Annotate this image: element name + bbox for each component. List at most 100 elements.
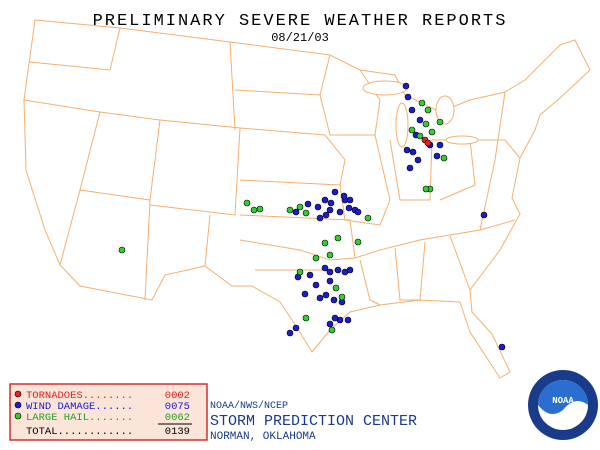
wind-report: [346, 196, 354, 204]
hail-report: [256, 205, 264, 213]
wind-report: [436, 141, 444, 149]
hail-report: [250, 206, 258, 214]
state-line: [354, 219, 516, 259]
state-line: [359, 259, 381, 306]
hail-report: [354, 238, 362, 246]
wind-report: [331, 314, 339, 322]
wind-report: [404, 93, 412, 101]
hail-report: [408, 126, 416, 134]
legend-label: TOTAL............: [26, 426, 133, 438]
hail-report: [296, 268, 304, 276]
hail-report: [321, 239, 329, 247]
hail-report: [440, 154, 448, 162]
wind-report: [402, 82, 410, 90]
wind-report: [340, 192, 348, 200]
state-line: [319, 69, 381, 136]
hail-report: [418, 99, 426, 107]
us-border: [23, 19, 591, 379]
legend-marker: [14, 412, 22, 420]
hail-report: [436, 118, 444, 126]
location: NORMAN, OKLAHOMA: [210, 431, 316, 443]
state-line: [479, 91, 506, 231]
hail-report: [296, 203, 304, 211]
hail-report: [334, 234, 342, 242]
center-name: STORM PREDICTION CENTER: [210, 413, 417, 430]
wind-report: [301, 290, 309, 298]
wind-report: [321, 196, 329, 204]
logo-sky: [538, 380, 588, 414]
lake-michigan: [395, 102, 409, 148]
state-line: [239, 127, 346, 186]
wind-report: [292, 324, 300, 332]
legend-label: TORNADOES........: [26, 390, 133, 402]
wind-report: [286, 329, 294, 337]
state-line: [29, 27, 121, 71]
hail-report: [286, 206, 294, 214]
hail-report: [302, 314, 310, 322]
wind-report: [330, 296, 338, 304]
state-line: [79, 111, 161, 201]
state-line: [204, 214, 211, 267]
wind-report: [408, 106, 416, 114]
wind-report: [414, 156, 422, 164]
state-line: [389, 139, 433, 201]
hail-report: [422, 120, 430, 128]
wind-report: [345, 204, 353, 212]
wind-report: [334, 266, 342, 274]
legend-box: [9, 383, 208, 441]
legend-count: 0139: [165, 426, 190, 438]
tornado-reports: [421, 136, 432, 147]
hail-report: [416, 132, 424, 140]
title: PRELIMINARY SEVERE WEATHER REPORTS: [93, 12, 508, 31]
wind-report: [403, 146, 411, 154]
logo-text: NOAA: [552, 396, 574, 406]
wind-report: [327, 199, 335, 207]
state-line: [394, 241, 426, 301]
wind-report: [326, 268, 334, 276]
wind-report: [306, 271, 314, 279]
wind-report: [406, 164, 414, 172]
legend-label: LARGE HAIL.......: [26, 412, 133, 424]
hail-report: [338, 293, 346, 301]
hail-report: [243, 199, 251, 207]
wind-report: [331, 188, 339, 196]
wind-report: [322, 211, 330, 219]
us-map: [23, 19, 591, 379]
wind-report: [498, 343, 506, 351]
hail-report: [422, 185, 430, 193]
hail-reports: [118, 99, 448, 334]
state-line: [144, 199, 151, 301]
legend-count: 0062: [165, 412, 190, 424]
wind-report: [326, 206, 334, 214]
wind-report: [433, 152, 441, 160]
wind-report: [354, 208, 362, 216]
lake-huron: [435, 95, 455, 125]
state-line: [449, 235, 471, 291]
state-line: [229, 41, 236, 131]
wind-report: [292, 208, 300, 216]
state-line: [339, 134, 391, 226]
date: 08/21/03: [271, 31, 329, 45]
wind-reports: [286, 82, 506, 351]
state-line: [234, 54, 331, 96]
tornado-report: [424, 139, 432, 147]
hail-report: [312, 254, 320, 262]
lake-superior: [362, 80, 408, 96]
wind-report: [304, 200, 312, 208]
noaa-logo: NOAA: [528, 370, 598, 440]
lake-erie: [445, 135, 479, 145]
hail-report: [118, 246, 126, 254]
hail-report: [326, 251, 334, 259]
wind-report: [316, 214, 324, 222]
legend-marker: [14, 390, 22, 398]
wind-report: [316, 294, 324, 302]
wind-report: [326, 320, 334, 328]
agency: NOAA/NWS/NCEP: [210, 400, 288, 412]
wind-report: [346, 266, 354, 274]
wind-report: [326, 277, 334, 285]
reports: [118, 82, 506, 351]
legend-count: 0075: [165, 401, 190, 413]
legend: TORNADOES........ 0002 WIND DAMAGE......…: [9, 383, 208, 441]
